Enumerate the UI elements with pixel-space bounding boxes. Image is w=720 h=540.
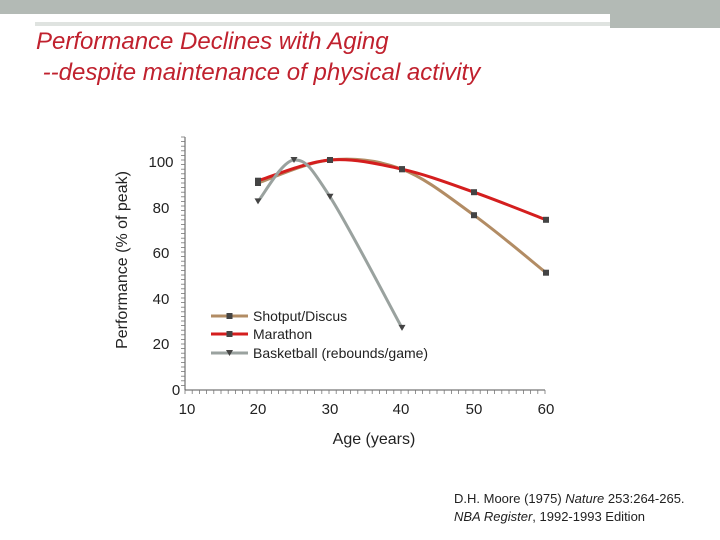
- legend-marker-shotput: [226, 313, 233, 319]
- citation-journal: Nature: [565, 491, 605, 506]
- citation-line-2: NBA Register, 1992-1993 Edition: [454, 508, 685, 526]
- slide-title-line2: --despite maintenance of physical activi…: [36, 59, 481, 86]
- legend-label-shotput: Shotput/Discus: [253, 308, 347, 324]
- data-point-marathon: [471, 189, 477, 196]
- x-tick-label: 30: [322, 401, 339, 418]
- series-line-shotput: [256, 157, 548, 275]
- x-tick-label: 20: [250, 401, 267, 418]
- data-point-marathon: [327, 157, 333, 163]
- x-tick-label: 10: [179, 401, 196, 418]
- data-point-marathon: [543, 216, 549, 223]
- citation: D.H. Moore (1975) Nature 253:264-265. NB…: [454, 490, 685, 526]
- citation-ref: 253:264-265.: [604, 491, 685, 506]
- data-point-marathon: [399, 166, 405, 173]
- legend-label-marathon: Marathon: [253, 326, 312, 342]
- citation-source: NBA Register: [454, 509, 533, 524]
- data-point-basketball: [398, 324, 406, 331]
- data-point-basketball: [290, 157, 298, 163]
- slide-title: Performance Declines with Aging --despit…: [36, 26, 480, 88]
- data-point-marathon: [255, 177, 261, 184]
- series-lines: [256, 157, 548, 330]
- y-tick-label: 60: [153, 245, 170, 262]
- slide-title-line1: Performance Declines with Aging: [36, 28, 389, 55]
- title-strip: [35, 22, 610, 26]
- citation-edition: , 1992-1993 Edition: [532, 509, 646, 524]
- y-tick-label: 20: [153, 336, 170, 353]
- data-point-basketball: [326, 193, 334, 200]
- y-tick-label: 80: [153, 200, 170, 217]
- slide-corner-accent: [610, 0, 720, 28]
- data-point-shotput: [471, 212, 477, 219]
- x-tick-label: 60: [538, 401, 555, 418]
- data-point-basketball: [254, 198, 262, 205]
- series-markers: [254, 157, 549, 331]
- y-tick-label: 40: [153, 291, 170, 308]
- x-axis-label: Age (years): [333, 431, 416, 448]
- y-axis-label: Performance (% of peak): [114, 171, 131, 349]
- series-line-basketball: [256, 158, 404, 330]
- y-tick-label: 0: [172, 382, 180, 399]
- x-tick-label: 40: [393, 401, 410, 418]
- citation-author: D.H. Moore (1975): [454, 491, 566, 506]
- tick-marks: [181, 136, 546, 394]
- slide-top-bar: [0, 0, 720, 14]
- legend-label-basketball: Basketball (rebounds/game): [253, 345, 428, 361]
- citation-line-1: D.H. Moore (1975) Nature 253:264-265.: [454, 490, 685, 508]
- y-tick-label: 100: [148, 154, 173, 171]
- legend-marker-marathon: [226, 331, 233, 337]
- legend-marker-basketball: [226, 350, 233, 356]
- x-tick-label: 50: [466, 401, 483, 418]
- data-point-shotput: [543, 269, 549, 276]
- legend: Shotput/Discus Marathon Basketball (reboun…: [211, 308, 428, 361]
